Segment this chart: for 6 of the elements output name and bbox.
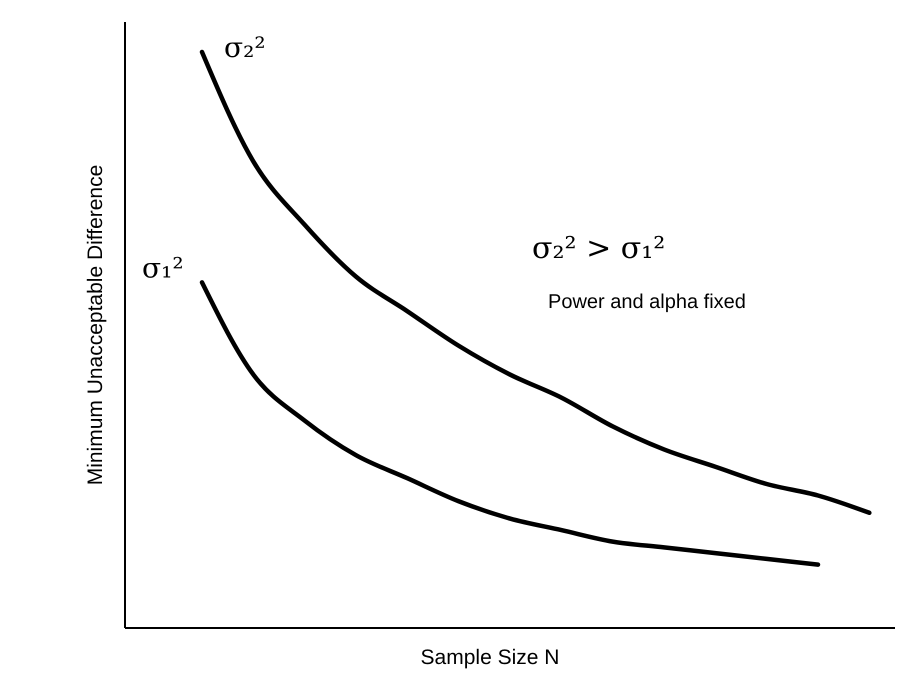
annotation: σ₂² > σ₁² <box>532 231 666 266</box>
series-label: σ₁² <box>142 251 184 284</box>
annotation: Power and alpha fixed <box>548 291 746 313</box>
series-label: σ₂² <box>224 31 266 64</box>
x-axis-title: Sample Size N <box>420 646 560 669</box>
y-axis-title: Minimum Unacceptable Difference <box>84 164 107 486</box>
